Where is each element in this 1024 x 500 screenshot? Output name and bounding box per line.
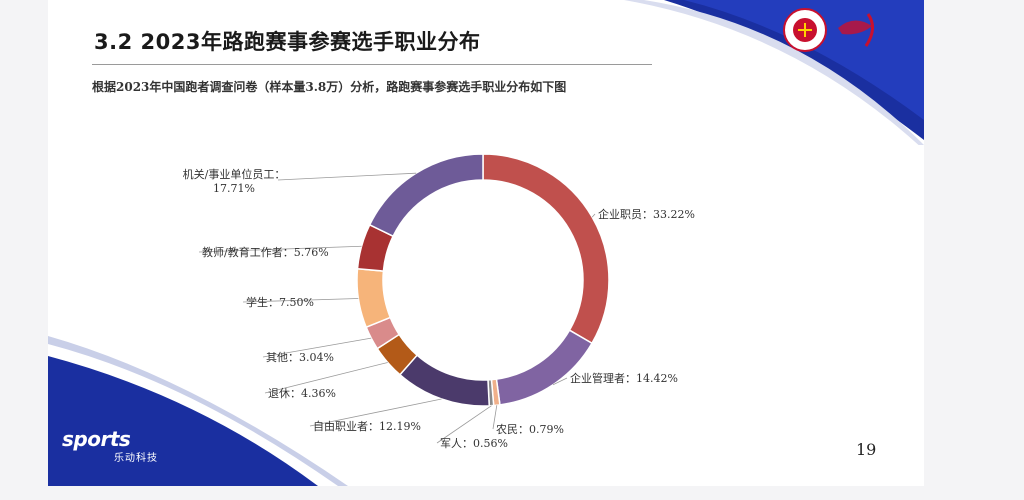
slice-label-6: 其他：3.04% [266,351,334,364]
leader-line-5 [264,362,388,394]
leader-line-6 [262,337,372,358]
slice-label-3: 军人：0.56% [440,437,508,450]
slice-label-1: 企业管理者：14.42% [570,371,678,385]
leader-line-0 [591,213,596,218]
leader-line-2 [492,405,498,430]
slice-label-7: 学生：7.50% [246,295,314,309]
donut-slice-4 [398,354,491,407]
slice-label-5: 退休：4.36% [268,387,336,400]
donut-slice-9 [368,153,484,238]
donut-slice-7 [356,267,392,329]
leader-line-8 [198,245,362,253]
association-logo-icon [783,8,874,52]
leader-line-9 [277,172,417,181]
donut-slice-1 [495,329,593,406]
page-number: 19 [856,440,877,459]
slide: sports 乐动科技 3.2 2023年路跑赛事参赛选手职业分布 根据2023… [48,0,924,486]
brand-subtitle: 乐动科技 [114,453,158,464]
slide-subtitle: 根据2023年中国跑者调查问卷（样本量3.8万）分析，路跑赛事参赛选手职业分布如… [92,80,567,94]
slice-label-9: 机关/事业单位员工： 17.71% [183,167,286,195]
slice-label-0: 企业职员：33.22% [598,207,695,221]
title-divider [92,64,652,65]
brand-name: sports [62,427,131,451]
donut-slice-0 [482,153,610,345]
slice-label-2: 农民：0.79% [496,422,564,436]
corner-decoration-bottom [48,336,348,486]
leader-line-1 [552,377,568,386]
slide-title: 3.2 2023年路跑赛事参赛选手职业分布 [94,30,481,54]
slice-label-8: 教师/教育工作者：5.76% [202,245,329,259]
brand-logo: sports 乐动科技 [62,427,158,464]
leader-line-3 [436,405,492,444]
slice-label-4: 自由职业者：12.19% [313,419,421,433]
donut-chart: 企业职员：33.22% 企业管理者：14.42% 农民：0.79%军人：0.56% 自… [183,153,695,450]
leader-line-7 [242,298,359,303]
leader-line-4 [309,398,442,427]
